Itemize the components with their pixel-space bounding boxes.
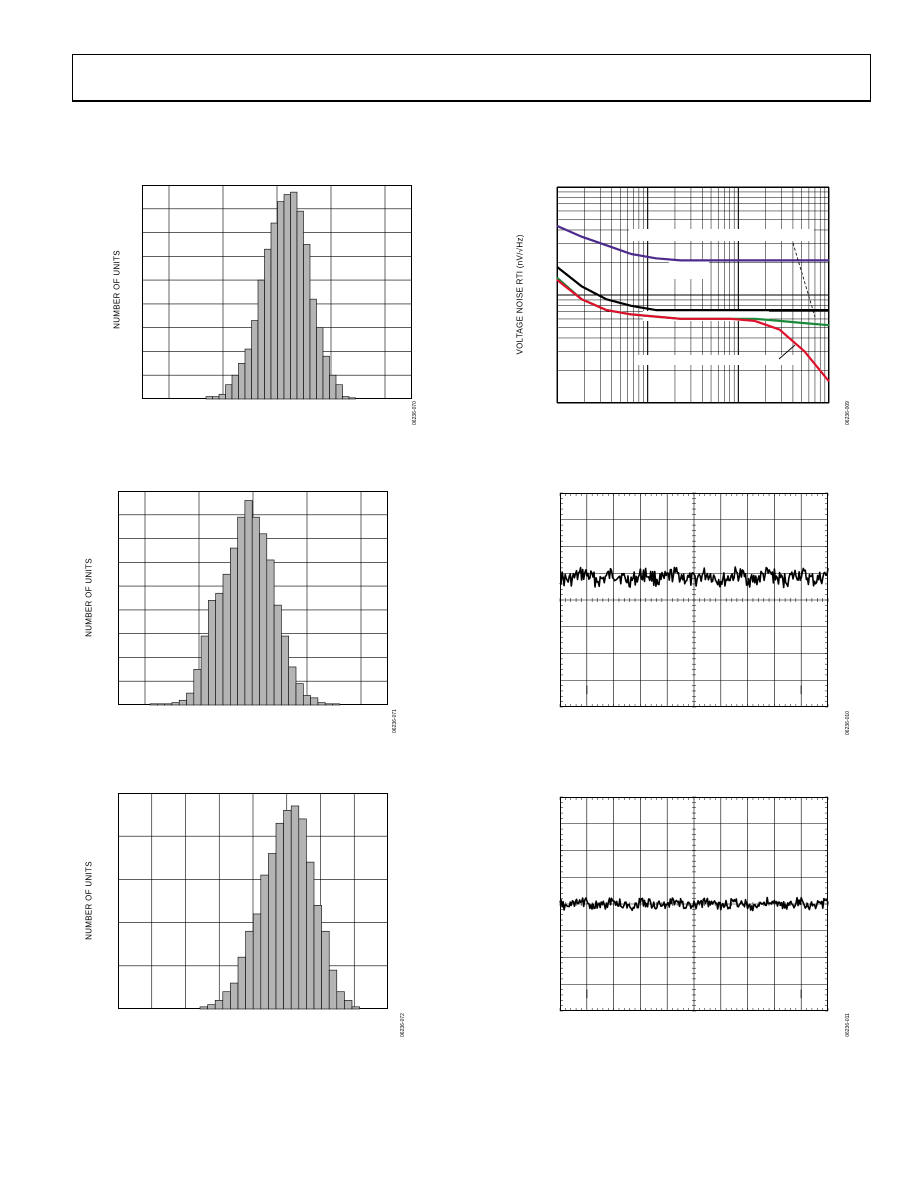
histogram-bar (214, 1000, 224, 1010)
histogram-bar (303, 244, 311, 400)
figure-code: 06236-070 (412, 401, 418, 425)
histogram-bar (222, 573, 231, 706)
histogram-bar (266, 559, 275, 706)
histogram-bar (178, 699, 187, 706)
histogram-bar (317, 702, 326, 706)
voltage-noise-chart (556, 186, 830, 404)
scope-trace (559, 896, 829, 912)
histogram-bar (156, 703, 165, 706)
histogram-bar (149, 703, 158, 706)
histogram-bar (257, 279, 265, 400)
histogram-bar (251, 320, 259, 400)
histogram-bar (218, 393, 226, 400)
histogram-chart-1 (142, 185, 412, 400)
histogram-bar (259, 533, 268, 706)
figure-code: 06236-010 (845, 711, 851, 735)
histogram-bar (348, 397, 356, 400)
histogram-bar (335, 384, 343, 400)
histogram-bar (344, 1000, 353, 1010)
y-axis-label: NUMBER OF UNITS (84, 861, 94, 940)
histogram-bar (309, 298, 317, 400)
histogram-bar (303, 695, 311, 706)
y-axis-label: NUMBER OF UNITS (84, 558, 94, 637)
histogram-bar (342, 396, 350, 400)
histogram-bar (264, 248, 272, 400)
histogram-bar (208, 600, 217, 706)
annotation-arrow (778, 344, 796, 360)
histogram-bar (273, 604, 282, 706)
histogram-bar (332, 703, 341, 706)
noise-curve (556, 224, 829, 262)
histogram-chart-3 (118, 793, 388, 1010)
histogram-bar (351, 1006, 360, 1010)
figure-code: 06236-009 (845, 401, 851, 425)
histogram-bar (171, 702, 180, 706)
histogram-bar (296, 210, 304, 400)
histogram-chart-2 (118, 491, 388, 706)
histogram-bar (199, 1006, 208, 1010)
histogram-bar (322, 355, 330, 400)
histogram-bar (298, 818, 307, 1010)
histogram-bar (251, 516, 260, 706)
histogram-bar (212, 396, 220, 400)
histogram-bar (283, 194, 291, 400)
histogram-bar (321, 930, 330, 1010)
noise-curve (556, 266, 829, 312)
scope-chart-2 (559, 796, 829, 1012)
histogram-bar (283, 809, 292, 1010)
histogram-bar (316, 327, 324, 400)
histogram-bar (252, 913, 262, 1010)
annotation-arrow (792, 242, 816, 318)
histogram-bar (200, 635, 209, 706)
histogram-bar (225, 384, 233, 400)
figure-code: 06236-011 (845, 1013, 851, 1037)
histogram-bar (237, 956, 246, 1010)
histogram-bar (164, 703, 173, 706)
figure-code: 06236-071 (392, 709, 398, 733)
annotation-blank (637, 355, 797, 365)
histogram-bar (268, 853, 277, 1010)
histogram-bar (329, 374, 337, 400)
histogram-bar (231, 374, 239, 400)
histogram-bar (336, 991, 345, 1010)
histogram-bar (313, 905, 322, 1010)
histogram-bar (290, 805, 300, 1010)
page-header-box (72, 54, 871, 102)
histogram-bar (288, 666, 297, 706)
histogram-bar (230, 547, 238, 706)
histogram-bar (295, 683, 304, 706)
histogram-bar (193, 669, 202, 706)
histogram-bar (207, 1004, 216, 1010)
y-axis-label: NUMBER OF UNITS (112, 250, 122, 329)
scope-chart-1 (559, 492, 829, 708)
histogram-bar (244, 348, 252, 400)
figure-code: 06236-072 (400, 1013, 406, 1037)
histogram-bar (244, 500, 253, 706)
histogram-bar (310, 697, 319, 706)
histogram-bar (290, 191, 298, 400)
annotation-blank (629, 229, 814, 241)
histogram-bar (270, 222, 278, 400)
histogram-bar (281, 635, 289, 706)
histogram-bar (275, 822, 284, 1010)
histogram-bar (238, 363, 246, 400)
histogram-bar (245, 930, 254, 1010)
annotation-blank (643, 311, 769, 321)
histogram-bar (260, 874, 269, 1010)
scope-trace (559, 566, 829, 589)
histogram-bar (222, 991, 231, 1010)
histogram-bar (237, 516, 246, 706)
annotation-blank (669, 261, 709, 279)
histogram-bar (205, 396, 213, 400)
histogram-bar (277, 201, 285, 400)
histogram-bar (230, 982, 239, 1010)
histogram-bar (306, 861, 315, 1010)
y-axis-label: VOLTAGE NOISE RTI (nV/√Hz) (515, 234, 525, 355)
histogram-bar (186, 692, 195, 706)
histogram-bar (328, 969, 338, 1010)
noise-curve (556, 279, 830, 383)
histogram-bar (215, 592, 224, 706)
histogram-bar (324, 703, 333, 706)
